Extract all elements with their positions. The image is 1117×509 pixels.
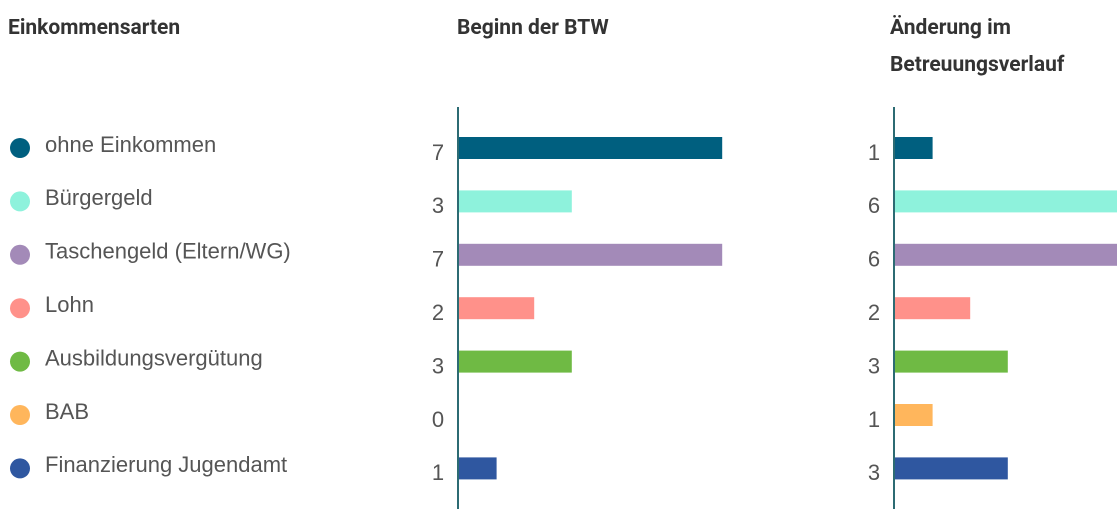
value-label: 3 xyxy=(868,460,880,485)
bar xyxy=(459,350,572,373)
value-label: 1 xyxy=(432,460,444,485)
series-title: Beginn der BTW xyxy=(457,16,609,40)
bar xyxy=(895,190,1117,213)
legend-dot xyxy=(10,191,30,212)
legend-label: Finanzierung Jugendamt xyxy=(45,452,287,477)
value-label: 3 xyxy=(868,353,880,378)
legend-label: Taschengeld (Eltern/WG) xyxy=(45,239,291,264)
value-label: 2 xyxy=(868,300,880,325)
legend-label: Bürgergeld xyxy=(45,185,153,210)
legend-dot xyxy=(10,138,30,158)
value-label: 1 xyxy=(868,140,880,165)
legend-dot xyxy=(10,458,30,479)
value-label: 3 xyxy=(432,353,444,378)
value-label: 1 xyxy=(868,407,880,432)
value-label: 2 xyxy=(432,300,444,325)
series-title: Änderung im Betreuungsverlauf xyxy=(890,16,1065,77)
legend-label: Ausbildungsvergütung xyxy=(45,345,263,370)
value-label: 0 xyxy=(432,407,444,432)
legend-dot xyxy=(10,298,30,319)
bar xyxy=(895,297,971,320)
bar xyxy=(459,190,572,213)
bar xyxy=(895,457,1008,480)
value-label: 6 xyxy=(868,193,880,218)
value-label: 7 xyxy=(432,140,444,165)
legend-title: Einkommensarten xyxy=(8,16,181,40)
bar xyxy=(895,137,933,159)
legend-dot xyxy=(10,405,30,425)
legend-label: BAB xyxy=(45,399,89,424)
bar xyxy=(895,404,933,426)
value-label: 7 xyxy=(432,247,444,272)
legend-dot xyxy=(10,351,30,372)
bar xyxy=(459,243,723,266)
legend-dot xyxy=(10,244,30,265)
value-label: 3 xyxy=(432,193,444,218)
bar xyxy=(459,297,535,320)
bar xyxy=(459,137,723,159)
bar xyxy=(895,350,1008,373)
value-label: 6 xyxy=(868,247,880,272)
bar xyxy=(895,243,1117,266)
legend-label: ohne Einkommen xyxy=(45,132,216,157)
legend-label: Lohn xyxy=(45,292,94,317)
bar xyxy=(459,457,497,480)
